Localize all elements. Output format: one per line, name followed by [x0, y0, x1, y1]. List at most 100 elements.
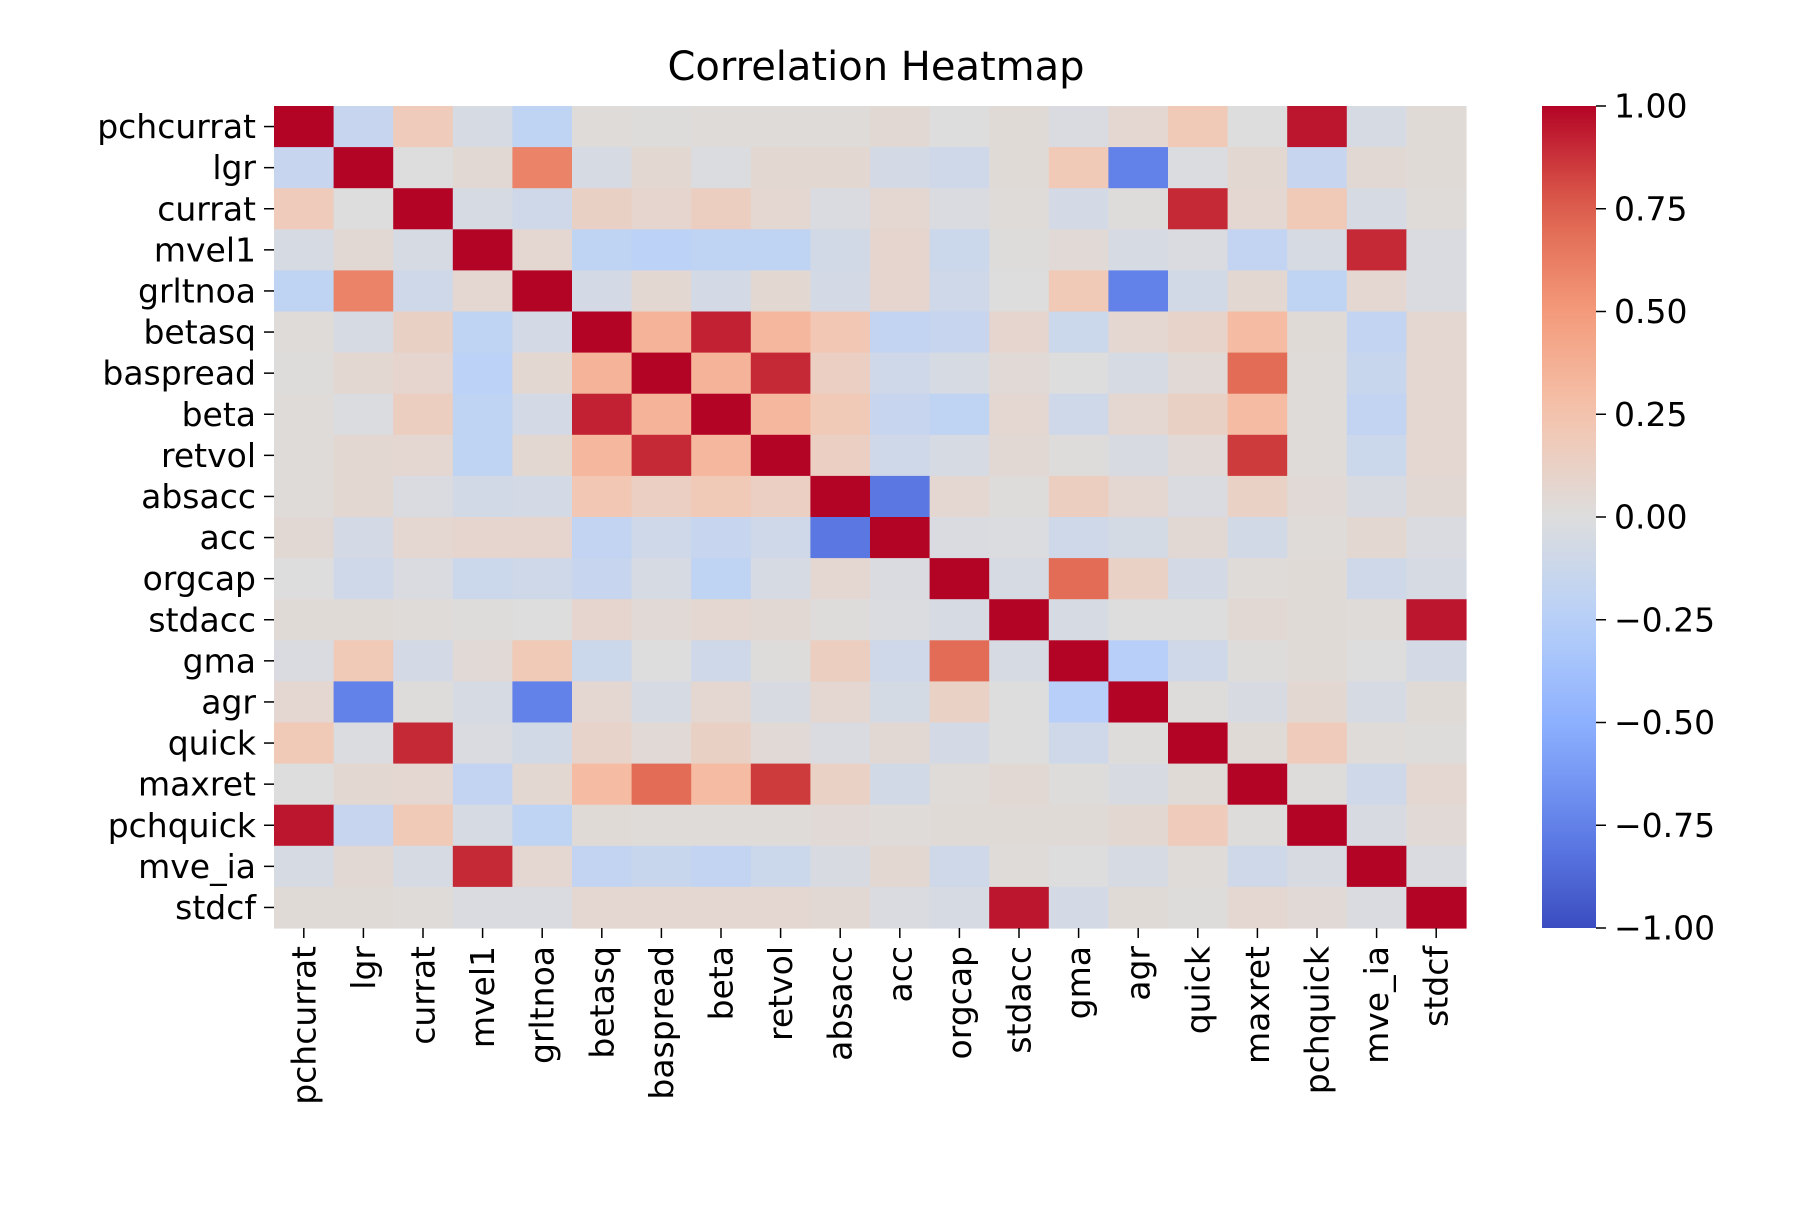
heatmap-cell-currat-grltnoa	[512, 188, 573, 230]
column-label-mve_ia: mve_ia	[1357, 946, 1396, 1064]
heatmap-cell-acc-stdcf	[1406, 517, 1467, 559]
row-label-gma: gma	[183, 641, 256, 680]
heatmap-cell-currat-absacc	[810, 188, 871, 230]
heatmap-cell-pchquick-betasq	[572, 804, 633, 847]
column-label-orgcap: orgcap	[940, 946, 979, 1059]
heatmap-cell-stdcf-betasq	[572, 886, 633, 929]
heatmap-cell-agr-lgr	[333, 681, 394, 724]
heatmap-cell-lgr-orgcap	[929, 147, 990, 189]
heatmap-cell-gma-mve_ia	[1346, 640, 1407, 682]
heatmap-cell-grltnoa-pchquick	[1287, 270, 1348, 313]
heatmap-cell-lgr-betasq	[572, 147, 633, 189]
heatmap-cell-pchquick-mve_ia	[1346, 804, 1407, 847]
heatmap-cell-lgr-beta	[691, 147, 752, 189]
heatmap-cell-orgcap-betasq	[572, 558, 633, 600]
heatmap-cell-orgcap-retvol	[750, 558, 811, 600]
heatmap-cell-stdcf-mve_ia	[1346, 886, 1407, 929]
heatmap-cell-absacc-currat	[393, 475, 454, 518]
heatmap-cell-baspread-acc	[870, 352, 931, 395]
heatmap-cell-mvel1-baspread	[631, 229, 692, 271]
heatmap-cell-absacc-orgcap	[929, 475, 990, 518]
heatmap-cell-pchcurrat-lgr	[333, 106, 394, 148]
heatmap-cell-pchquick-retvol	[750, 804, 811, 847]
heatmap-cell-baspread-mvel1	[452, 352, 513, 395]
heatmap-cell-mvel1-retvol	[750, 229, 811, 271]
heatmap-cell-beta-maxret	[1227, 393, 1288, 436]
heatmap-cell-currat-beta	[691, 188, 752, 230]
heatmap-cell-baspread-quick	[1168, 352, 1229, 395]
heatmap-cell-currat-betasq	[572, 188, 633, 230]
heatmap-cell-retvol-lgr	[333, 434, 394, 477]
heatmap-cell-grltnoa-quick	[1168, 270, 1229, 313]
heatmap-cell-absacc-quick	[1168, 475, 1229, 518]
heatmap-cell-beta-orgcap	[929, 393, 990, 436]
heatmap-cell-baspread-stdcf	[1406, 352, 1467, 395]
heatmap-cell-maxret-retvol	[750, 763, 811, 806]
heatmap-cell-agr-stdcf	[1406, 681, 1467, 724]
heatmap-cell-stdcf-stdcf	[1406, 886, 1467, 929]
heatmap-cell-pchcurrat-beta	[691, 106, 752, 148]
heatmap-cell-stdcf-quick	[1168, 886, 1229, 929]
heatmap-cell-orgcap-baspread	[631, 558, 692, 600]
heatmap-cell-maxret-betasq	[572, 763, 633, 806]
heatmap-cell-beta-pchcurrat	[274, 393, 335, 436]
heatmap-cell-absacc-stdcf	[1406, 475, 1467, 518]
heatmap-cell-pchquick-beta	[691, 804, 752, 847]
heatmap-cell-currat-stdacc	[989, 188, 1050, 230]
heatmap-cell-mve_ia-mve_ia	[1346, 845, 1407, 888]
heatmap-cell-gma-stdacc	[989, 640, 1050, 682]
heatmap-cell-currat-currat	[393, 188, 454, 230]
heatmap-cell-stdacc-stdcf	[1406, 599, 1467, 641]
heatmap-cell-lgr-lgr	[333, 147, 394, 189]
heatmap-cell-acc-baspread	[631, 517, 692, 559]
heatmap-cell-mvel1-lgr	[333, 229, 394, 271]
column-label-pchquick: pchquick	[1298, 945, 1337, 1094]
heatmap-cell-absacc-stdacc	[989, 475, 1050, 518]
chart-title: Correlation Heatmap	[667, 44, 1084, 90]
heatmap-cell-stdcf-gma	[1048, 886, 1109, 929]
column-label-agr: agr	[1119, 946, 1158, 1001]
heatmap-cell-grltnoa-pchcurrat	[274, 270, 335, 313]
heatmap-cell-orgcap-stdacc	[989, 558, 1050, 600]
heatmap-cell-agr-pchquick	[1287, 681, 1348, 724]
heatmap-cell-retvol-mvel1	[452, 434, 513, 477]
heatmap-cell-pchcurrat-stdacc	[989, 106, 1050, 148]
heatmap-cell-lgr-mve_ia	[1346, 147, 1407, 189]
heatmap-cell-stdcf-retvol	[750, 886, 811, 929]
heatmap-cell-maxret-baspread	[631, 763, 692, 806]
heatmap-cell-agr-maxret	[1227, 681, 1288, 724]
heatmap-cell-acc-orgcap	[929, 517, 990, 559]
heatmap-cell-betasq-lgr	[333, 311, 394, 354]
heatmap-cell-maxret-mvel1	[452, 763, 513, 806]
heatmap-cell-acc-acc	[870, 517, 931, 559]
heatmap-cell-absacc-gma	[1048, 475, 1109, 518]
heatmap-cell-stdacc-quick	[1168, 599, 1229, 641]
heatmap-cell-maxret-grltnoa	[512, 763, 573, 806]
heatmap-cell-pchquick-currat	[393, 804, 454, 847]
heatmap-cell-grltnoa-agr	[1108, 270, 1169, 313]
heatmap-cell-beta-mve_ia	[1346, 393, 1407, 436]
column-label-currat: currat	[404, 946, 443, 1045]
heatmap-cell-grltnoa-acc	[870, 270, 931, 313]
heatmap-cell-betasq-maxret	[1227, 311, 1288, 354]
heatmap-cell-currat-gma	[1048, 188, 1109, 230]
column-label-lgr: lgr	[344, 946, 383, 990]
heatmap-cell-quick-currat	[393, 722, 454, 765]
heatmap-cell-beta-beta	[691, 393, 752, 436]
heatmap-cell-pchcurrat-quick	[1168, 106, 1229, 148]
heatmap-cell-maxret-currat	[393, 763, 454, 806]
heatmap-cell-quick-pchcurrat	[274, 722, 335, 765]
heatmap-cell-quick-lgr	[333, 722, 394, 765]
heatmap-cell-beta-mvel1	[452, 393, 513, 436]
heatmap-cell-absacc-betasq	[572, 475, 633, 518]
heatmap-cell-acc-betasq	[572, 517, 633, 559]
heatmap-cell-beta-absacc	[810, 393, 871, 436]
heatmap-cell-acc-gma	[1048, 517, 1109, 559]
row-label-mvel1: mvel1	[154, 230, 256, 269]
heatmap-cell-stdacc-grltnoa	[512, 599, 573, 641]
heatmap-cell-currat-quick	[1168, 188, 1229, 230]
heatmap-cell-pchquick-baspread	[631, 804, 692, 847]
heatmap-cell-beta-retvol	[750, 393, 811, 436]
heatmap-cell-baspread-baspread	[631, 352, 692, 395]
heatmap-cell-mvel1-mve_ia	[1346, 229, 1407, 271]
